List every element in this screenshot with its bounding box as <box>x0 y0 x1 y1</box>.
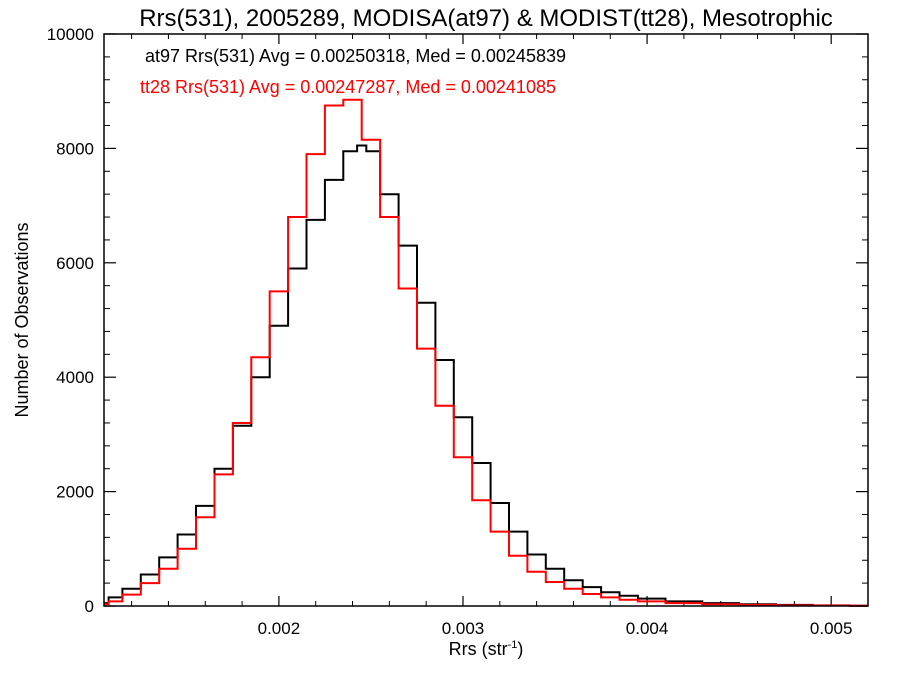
chart-title: Rrs(531), 2005289, MODISA(at97) & MODIST… <box>139 5 833 32</box>
x-tick-label: 0.005 <box>810 619 853 638</box>
y-tick-label: 4000 <box>56 368 94 387</box>
annotation-at97: at97 Rrs(531) Avg = 0.00250318, Med = 0.… <box>145 46 566 66</box>
x-tick-label: 0.003 <box>442 619 485 638</box>
x-axis-ticks: 0.002 0.003 0.004 0.005 <box>131 34 869 638</box>
x-tick-label: 0.004 <box>626 619 669 638</box>
y-axis-label: Number of Observations <box>12 222 32 417</box>
x-axis-label-superscript: -1 <box>508 639 518 651</box>
y-tick-label: 10000 <box>47 25 94 44</box>
annotation-tt28: tt28 Rrs(531) Avg = 0.00247287, Med = 0.… <box>140 77 556 97</box>
y-axis-ticks: 0 2000 4000 6000 8000 10000 <box>47 25 868 616</box>
y-tick-label: 0 <box>85 597 94 616</box>
series-at97-line <box>104 144 868 607</box>
histogram-series <box>104 98 868 607</box>
x-axis-label: Rrs (str-1) <box>449 639 524 659</box>
x-tick-label: 0.002 <box>258 619 301 638</box>
plot-frame <box>103 33 869 607</box>
y-tick-label: 8000 <box>56 139 94 158</box>
series-tt28-line <box>104 98 868 607</box>
y-tick-label: 2000 <box>56 483 94 502</box>
y-tick-label: 6000 <box>56 254 94 273</box>
